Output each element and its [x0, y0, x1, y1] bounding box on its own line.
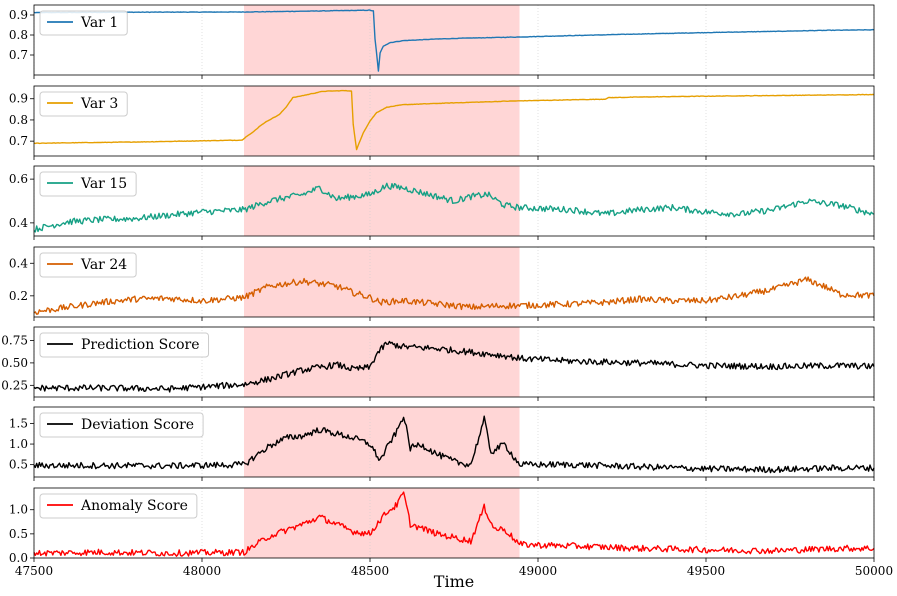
panel-3: 0.4 0.6 Var 15: [9, 165, 875, 240]
y-tick-label: 1.0: [9, 503, 28, 517]
y-tick-label: 0.50: [1, 356, 28, 370]
y-tick-label: 1.5: [9, 416, 28, 430]
series-line: [33, 276, 875, 315]
x-tick-label: 48000: [183, 564, 221, 578]
y-tick-label: 0.7: [9, 134, 28, 148]
legend-box: [39, 332, 210, 358]
y-tick-label: 0.4: [9, 256, 28, 270]
axes-frame: [33, 4, 875, 76]
y-tick-label: 0.5: [9, 527, 28, 541]
anomaly-region: [244, 488, 520, 558]
axes-frame: [33, 406, 875, 478]
legend: Var 15: [39, 171, 137, 197]
legend: Prediction Score: [39, 332, 210, 358]
y-tick-label: 0.8: [9, 113, 28, 127]
legend-box: [39, 252, 137, 278]
legend-label: Var 3: [80, 96, 118, 112]
x-tick-label: 47500: [15, 564, 53, 578]
y-tick-label: 0.8: [9, 28, 28, 42]
axes-frame: [33, 326, 875, 398]
y-tick-label: 0.9: [9, 92, 28, 106]
y-tick-label: 0.4: [9, 216, 28, 230]
series-line: [33, 340, 875, 393]
panel-2: 0.7 0.8 0.9 Var 3: [9, 85, 875, 160]
anomaly-region: [244, 407, 520, 477]
axes-frame: [33, 487, 875, 559]
legend: Var 3: [39, 91, 128, 117]
legend-label: Var 1: [80, 15, 118, 31]
legend-box: [39, 493, 198, 519]
anomaly-region: [244, 166, 520, 236]
legend-box: [39, 171, 137, 197]
y-tick-label: 0.0: [9, 551, 28, 565]
x-tick-label: 48500: [351, 564, 389, 578]
y-tick-label: 0.7: [9, 48, 28, 62]
legend: Var 1: [39, 10, 128, 36]
series-line: [33, 89, 875, 151]
y-tick-label: 0.9: [9, 8, 28, 22]
anomaly-region: [244, 5, 520, 75]
axes-frame: [33, 85, 875, 157]
series-line: [33, 415, 875, 474]
series-line: [33, 491, 875, 557]
series-line: [33, 9, 875, 72]
y-tick-label: 0.6: [9, 172, 28, 186]
legend-label: Deviation Score: [81, 417, 194, 433]
legend-label: Prediction Score: [81, 337, 200, 353]
legend: Anomaly Score: [39, 493, 198, 519]
y-tick-label: 0.5: [9, 458, 28, 472]
x-axis-tick-labels: 47500 48000 48500 49000 49500 50000: [15, 564, 893, 578]
y-tick-label: 0.25: [1, 378, 28, 392]
x-axis-label: Time: [434, 572, 474, 591]
y-tick-label: 0.2: [9, 289, 28, 303]
panel-6: 0.5 1.0 1.5 Deviation Score: [9, 406, 875, 481]
legend: Var 24: [39, 252, 137, 278]
panel-1: 0.7 0.8 0.9 Var 1: [9, 4, 875, 79]
y-tick-label: 0.75: [1, 333, 28, 347]
legend-label: Anomaly Score: [80, 498, 188, 514]
legend-label: Var 15: [80, 176, 127, 192]
x-tick-label: 50000: [855, 564, 893, 578]
anomaly-region: [244, 327, 520, 397]
axes-frame: [33, 165, 875, 237]
legend: Deviation Score: [39, 412, 204, 438]
panel-7: 0.0 0.5 1.0 Anomaly Score: [9, 487, 875, 565]
legend-box: [39, 91, 128, 117]
panels-group: 0.7 0.8 0.9 Var 1 0.7 0.8 0.9 Var 3 0.4 0.6 Var 15…: [1, 4, 875, 565]
x-tick-label: 49000: [519, 564, 557, 578]
anomaly-region: [244, 86, 520, 156]
panel-4: 0.2 0.4 Var 24: [9, 246, 875, 321]
legend-box: [39, 412, 204, 438]
x-tick-label: 49500: [687, 564, 725, 578]
y-tick-label: 1.0: [9, 437, 28, 451]
legend-label: Var 24: [80, 257, 127, 273]
axes-frame: [33, 246, 875, 318]
legend-box: [39, 10, 128, 36]
panel-5: 0.25 0.50 0.75 Prediction Score: [1, 326, 875, 401]
series-line: [33, 182, 875, 233]
